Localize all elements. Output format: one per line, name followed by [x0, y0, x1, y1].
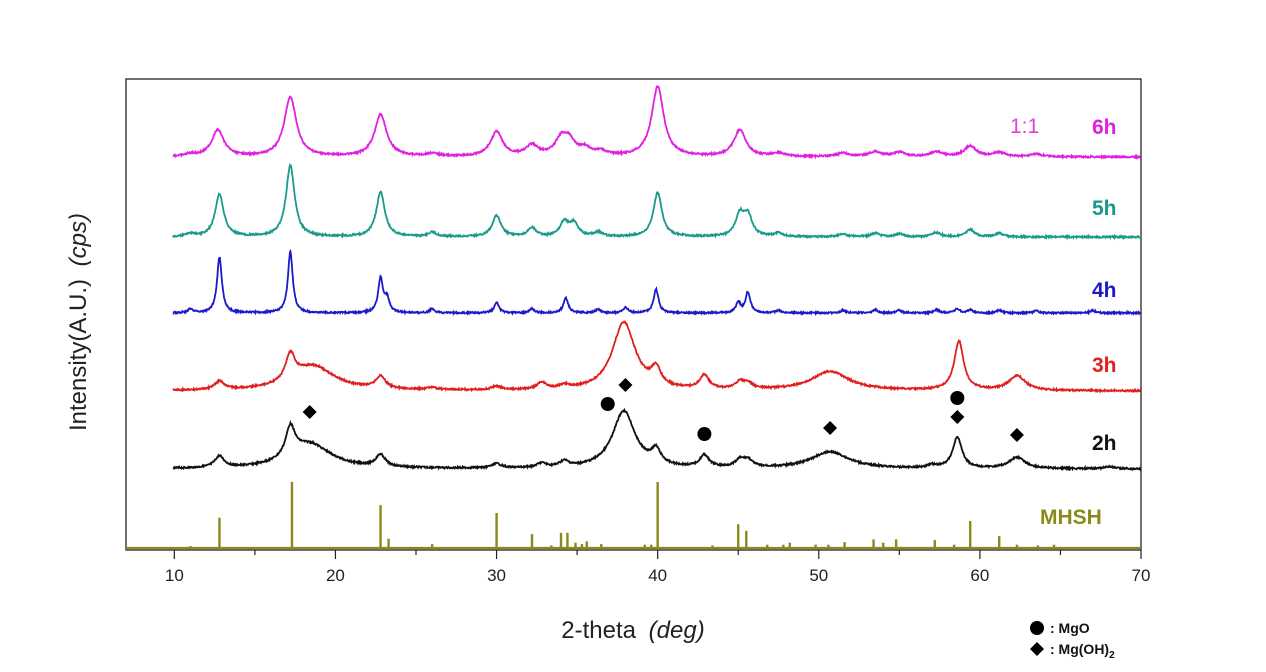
series-line-2h — [173, 410, 1141, 469]
mgoh2-marker — [823, 421, 837, 435]
x-axis-title: 2-theta (deg) — [561, 617, 704, 644]
series-group — [173, 86, 1141, 469]
y-axis-label: Intensity(A.U.) — [65, 279, 92, 431]
series-label-6h: 6h — [1092, 116, 1117, 139]
series-line-3h — [173, 322, 1141, 392]
x-tick-label: 50 — [809, 566, 828, 585]
series-label-5h: 5h — [1092, 197, 1117, 220]
mgoh2-marker — [618, 378, 632, 392]
legend: : MgO : Mg(OH)2 — [1030, 620, 1115, 661]
legend-circle-icon — [1030, 621, 1044, 635]
legend-diamond-icon — [1030, 642, 1044, 656]
reference-label-mhsh: MHSH — [1040, 506, 1102, 529]
series-label-2h: 2h — [1092, 432, 1117, 455]
mgo-marker — [697, 427, 711, 441]
x-tick-label: 70 — [1132, 566, 1151, 585]
reference-sticks — [126, 482, 1141, 548]
legend-mgoh2-label: : Mg(OH)2 — [1050, 641, 1115, 661]
series-line-4h — [173, 251, 1141, 313]
ratio-annotation: 1:1 — [1010, 115, 1039, 138]
legend-mgo-label: : MgO — [1050, 620, 1090, 636]
mgo-marker — [950, 391, 964, 405]
series-line-6h — [173, 86, 1141, 157]
x-tick-label: 30 — [487, 566, 506, 585]
legend-mgoh2-text: : Mg(OH) — [1050, 641, 1109, 657]
x-tick-labels: 10 20 30 40 50 60 70 — [165, 566, 1151, 585]
x-axis-label: 2-theta — [561, 617, 636, 644]
x-tick-label: 20 — [326, 566, 345, 585]
series-label-3h: 3h — [1092, 354, 1117, 377]
series-label-4h: 4h — [1092, 279, 1117, 302]
mgoh2-marker — [1010, 428, 1024, 442]
y-axis-unit: (cps) — [65, 213, 92, 266]
x-tick-label: 10 — [165, 566, 184, 585]
mgoh2-marker — [950, 410, 964, 424]
x-tick-label: 60 — [970, 566, 989, 585]
mgo-marker — [601, 397, 615, 411]
legend-mgoh2-subscript: 2 — [1109, 650, 1115, 661]
x-tick-label: 40 — [648, 566, 667, 585]
y-axis-title: Intensity(A.U.) (cps) — [65, 213, 92, 431]
mgoh2-marker — [303, 405, 317, 419]
series-line-5h — [173, 165, 1141, 237]
x-axis-unit: (deg) — [649, 617, 705, 644]
